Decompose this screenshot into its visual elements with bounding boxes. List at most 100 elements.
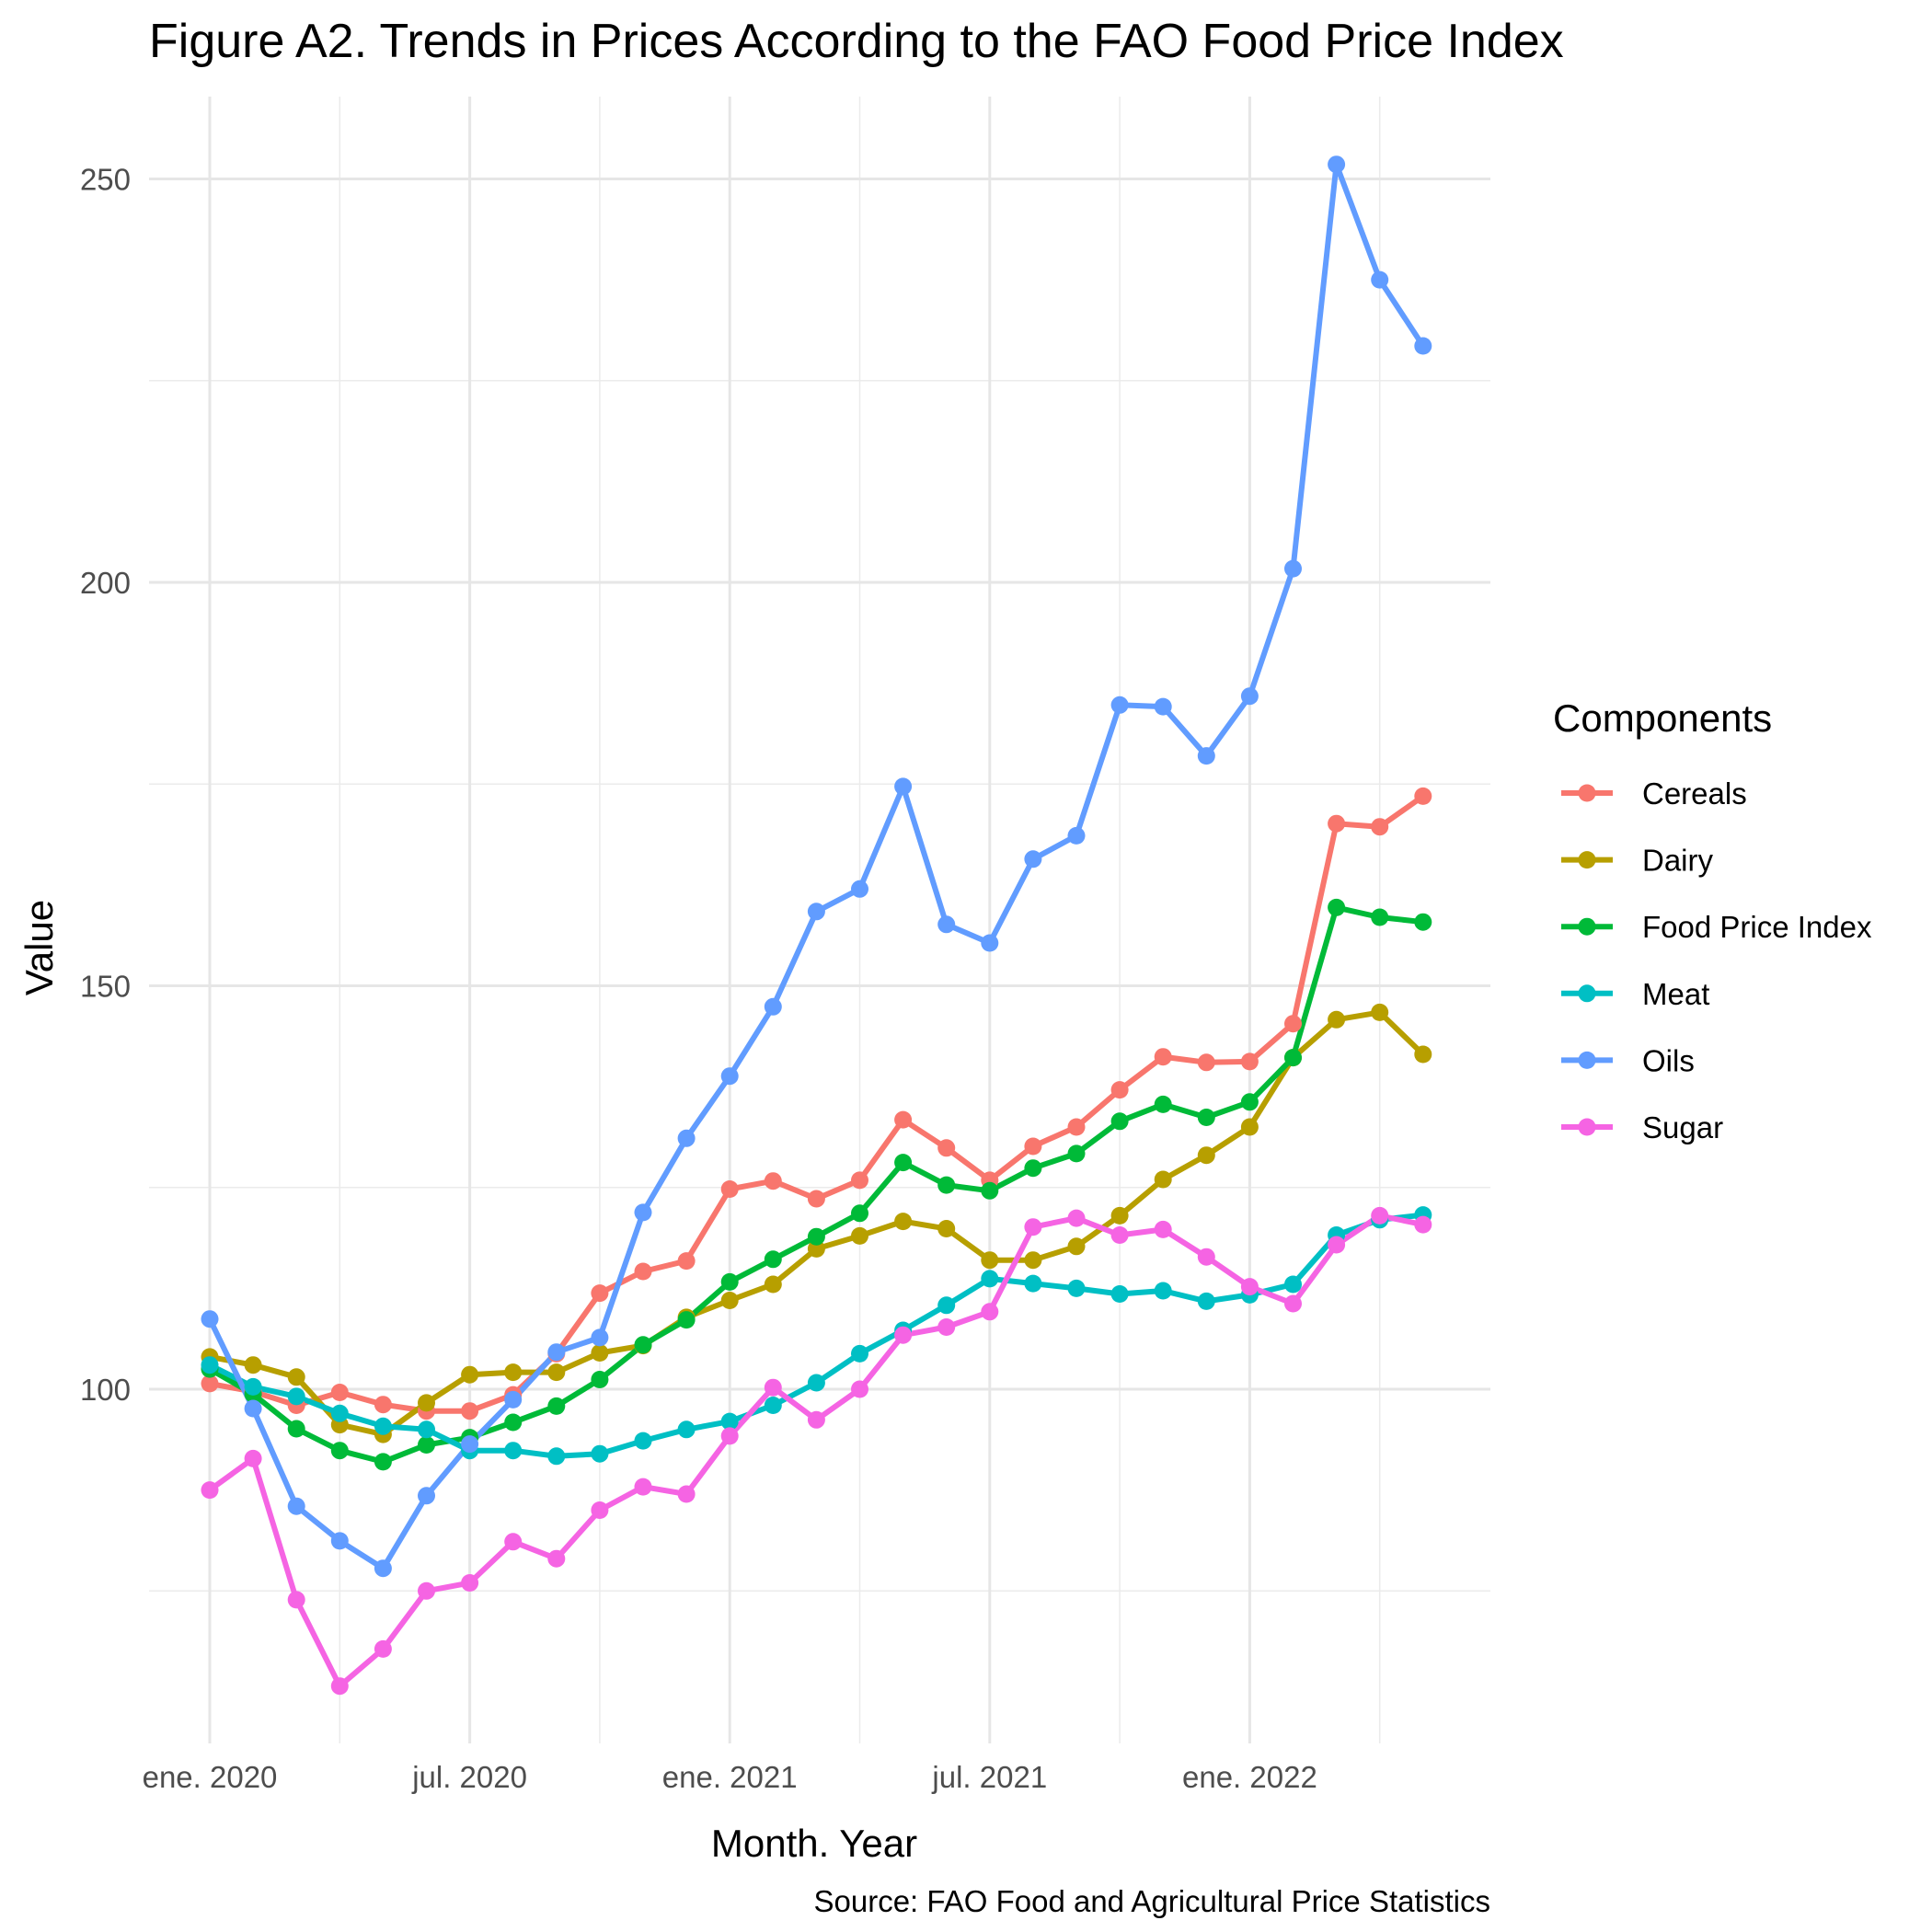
data-point-dairy: [1197, 1146, 1215, 1165]
legend-label: Food Price Index: [1642, 910, 1872, 944]
data-point-cereals: [1414, 787, 1432, 805]
data-point-food-price-index: [764, 1250, 782, 1269]
data-point-oils: [591, 1328, 609, 1347]
series-line-dairy: [207, 1009, 1426, 1438]
data-point-sugar: [1284, 1294, 1302, 1313]
data-point-dairy: [1067, 1237, 1086, 1256]
data-point-sugar: [764, 1378, 782, 1397]
data-point-meat: [1154, 1282, 1172, 1300]
data-point-food-price-index: [1110, 1112, 1129, 1131]
legend-items: Cereals Dairy Food Price Index Meat Oils Suga…: [1561, 776, 1872, 1144]
data-point-food-price-index: [894, 1154, 913, 1172]
data-point-dairy: [547, 1363, 566, 1382]
data-point-sugar: [1240, 1278, 1259, 1296]
legend-key-point: [1578, 851, 1596, 869]
data-point-oils: [1371, 270, 1389, 289]
data-point-food-price-index: [374, 1453, 392, 1471]
data-point-oils: [1284, 559, 1302, 578]
legend-key-point: [1578, 1118, 1596, 1136]
data-point-sugar: [1414, 1215, 1432, 1234]
data-point-meat: [201, 1356, 219, 1374]
data-point-food-price-index: [981, 1181, 999, 1200]
data-point-cereals: [1284, 1015, 1302, 1033]
data-point-cereals: [807, 1190, 825, 1208]
data-point-cereals: [1154, 1048, 1172, 1066]
data-point-food-price-index: [418, 1436, 435, 1454]
data-point-oils: [418, 1487, 435, 1505]
data-point-oils: [1414, 337, 1432, 355]
data-point-sugar: [201, 1481, 219, 1500]
x-tick-label: ene. 2021: [662, 1760, 798, 1794]
data-point-food-price-index: [1067, 1144, 1086, 1163]
data-point-food-price-index: [504, 1413, 523, 1432]
data-point-meat: [634, 1432, 652, 1450]
data-point-dairy: [937, 1220, 956, 1237]
data-point-sugar: [1154, 1220, 1172, 1238]
data-point-sugar: [894, 1326, 913, 1344]
legend-item-dairy: Dairy: [1561, 844, 1714, 878]
data-point-dairy: [1371, 1003, 1389, 1021]
data-point-sugar: [1110, 1226, 1129, 1244]
data-point-oils: [547, 1343, 566, 1362]
data-point-dairy: [1328, 1010, 1346, 1029]
data-point-meat: [937, 1296, 956, 1315]
data-point-meat: [330, 1404, 349, 1422]
data-point-oils: [894, 777, 913, 796]
x-axis-title: Month. Year: [711, 1822, 917, 1865]
data-point-cereals: [374, 1396, 392, 1414]
data-point-dairy: [1414, 1045, 1432, 1064]
data-point-sugar: [418, 1581, 435, 1600]
data-point-oils: [634, 1203, 652, 1222]
data-point-meat: [764, 1397, 782, 1414]
data-point-oils: [720, 1067, 739, 1086]
data-point-oils: [1154, 697, 1172, 716]
data-point-meat: [1067, 1279, 1086, 1297]
legend-label: Sugar: [1642, 1110, 1723, 1144]
data-point-dairy: [244, 1356, 262, 1374]
data-point-oils: [1328, 155, 1346, 174]
data-point-oils: [764, 997, 782, 1016]
data-point-dairy: [851, 1226, 868, 1245]
data-point-meat: [1024, 1274, 1042, 1293]
data-point-oils: [201, 1310, 219, 1328]
data-point-cereals: [461, 1402, 479, 1420]
data-point-sugar: [634, 1478, 652, 1496]
data-point-cereals: [1328, 814, 1346, 833]
data-point-dairy: [807, 1239, 825, 1258]
data-point-food-price-index: [1328, 898, 1346, 916]
data-point-food-price-index: [851, 1204, 868, 1223]
data-point-cereals: [937, 1139, 956, 1157]
x-tick-label: ene. 2020: [143, 1760, 278, 1794]
data-point-sugar: [937, 1318, 956, 1336]
data-point-cereals: [1110, 1081, 1129, 1099]
legend-item-meat: Meat: [1561, 977, 1709, 1011]
legend-item-cereals: Cereals: [1561, 776, 1747, 811]
data-point-meat: [1284, 1275, 1302, 1294]
data-point-oils: [1067, 826, 1086, 845]
data-point-oils: [244, 1399, 262, 1418]
data-point-food-price-index: [1024, 1159, 1042, 1178]
x-tick-label: ene. 2022: [1182, 1760, 1317, 1794]
y-axis-title: Value: [17, 900, 61, 995]
data-point-sugar: [1328, 1236, 1346, 1254]
data-point-dairy: [894, 1213, 913, 1231]
data-point-dairy: [461, 1365, 479, 1384]
data-point-dairy: [981, 1251, 999, 1270]
data-point-food-price-index: [1284, 1049, 1302, 1067]
y-tick-label: 250: [80, 163, 131, 197]
data-point-food-price-index: [720, 1272, 739, 1291]
data-point-dairy: [1240, 1118, 1259, 1136]
data-point-sugar: [461, 1574, 479, 1592]
legend-key-point: [1578, 917, 1596, 936]
data-point-cereals: [720, 1180, 739, 1198]
legend-label: Meat: [1642, 977, 1709, 1011]
x-tick-label: jul. 2020: [411, 1760, 527, 1794]
data-point-sugar: [677, 1485, 696, 1503]
data-point-food-price-index: [330, 1442, 349, 1460]
data-point-food-price-index: [547, 1397, 566, 1415]
data-point-meat: [1197, 1292, 1215, 1310]
data-point-meat: [807, 1374, 825, 1392]
data-point-meat: [1110, 1285, 1129, 1303]
data-point-cereals: [764, 1172, 782, 1190]
data-point-meat: [374, 1417, 392, 1435]
